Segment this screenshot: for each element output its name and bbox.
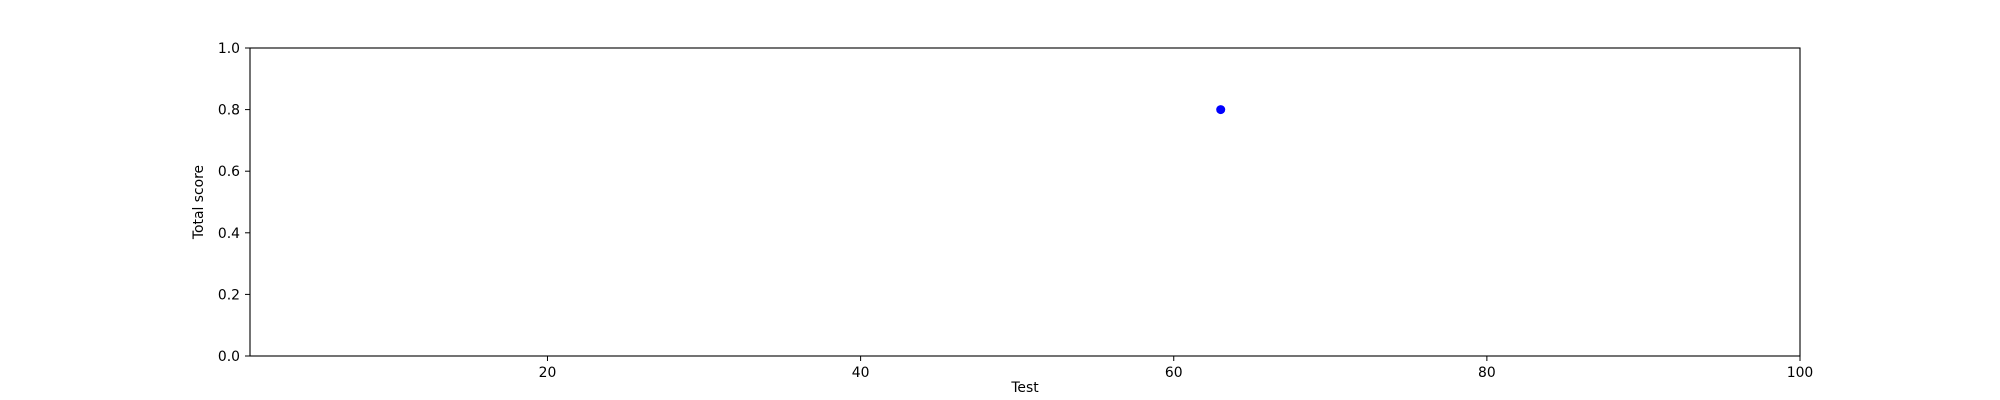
x-axis-label: Test (1010, 380, 1039, 396)
y-axis-ticks: 0.0 0.2 0.4 0.6 0.8 1.0 (218, 41, 250, 365)
x-tick-label: 80 (1478, 365, 1496, 381)
y-tick-label: 0.8 (218, 103, 240, 119)
x-tick-label: 60 (1165, 365, 1183, 381)
y-tick-label: 0.2 (218, 287, 240, 303)
data-point (1216, 105, 1226, 115)
x-axis-ticks: 20 40 60 80 100 (539, 356, 1814, 381)
x-tick-label: 40 (852, 365, 870, 381)
data-points (1216, 105, 1226, 115)
y-tick-label: 0.4 (218, 226, 240, 242)
y-tick-label: 0.0 (218, 349, 240, 365)
x-tick-label: 20 (539, 365, 557, 381)
plot-area (250, 48, 1800, 356)
x-tick-label: 100 (1787, 365, 1814, 381)
y-axis-label: Total score (191, 165, 207, 240)
y-tick-label: 1.0 (218, 41, 240, 57)
y-tick-label: 0.6 (218, 164, 240, 180)
plot-frame (249, 47, 1801, 357)
plot-background (250, 48, 1800, 356)
